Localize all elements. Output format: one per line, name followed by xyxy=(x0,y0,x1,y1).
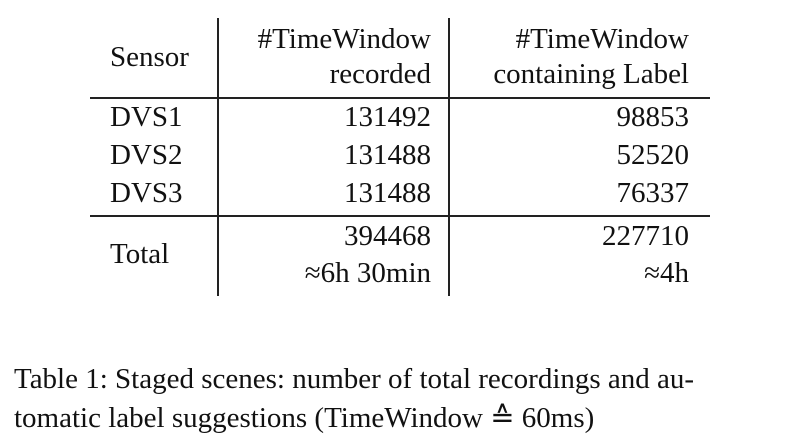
total-recorded: 394468 xyxy=(344,220,431,252)
results-table: Sensor #TimeWindow recorded #TimeWindow … xyxy=(90,18,710,296)
table-row-sensor: DVS3 xyxy=(110,177,183,209)
caption-line-1: Table 1: Staged scenes: number of total … xyxy=(14,363,695,395)
header-recorded-line1: #TimeWindow xyxy=(257,23,431,55)
table-row-label: 98853 xyxy=(616,101,690,133)
header-recorded-line2: recorded xyxy=(329,58,431,90)
table-row-sensor: DVS1 xyxy=(110,101,183,133)
table-row-label: 76337 xyxy=(616,177,690,209)
total-containing: 227710 xyxy=(602,220,689,252)
table-row-recorded: 131492 xyxy=(344,101,431,133)
total-containing-time: ≈4h xyxy=(644,257,689,289)
header-label-line2: containing Label xyxy=(493,58,689,90)
table-row-recorded: 131488 xyxy=(344,139,431,171)
total-label: Total xyxy=(110,238,170,270)
caption-line-2: tomatic label suggestions (TimeWindow ≙ … xyxy=(14,402,595,434)
table-row-recorded: 131488 xyxy=(344,177,431,209)
total-recorded-time: ≈6h 30min xyxy=(304,257,431,289)
header-sensor: Sensor xyxy=(110,41,189,73)
column-rule-2 xyxy=(448,18,450,296)
header-rule xyxy=(90,97,710,99)
table-row-sensor: DVS2 xyxy=(110,139,183,171)
table-row-label: 52520 xyxy=(616,139,690,171)
table-caption: Table 1: Staged scenes: number of total … xyxy=(14,360,784,438)
total-rule xyxy=(90,215,710,217)
header-label-line1: #TimeWindow xyxy=(515,23,689,55)
column-rule-1 xyxy=(217,18,219,296)
